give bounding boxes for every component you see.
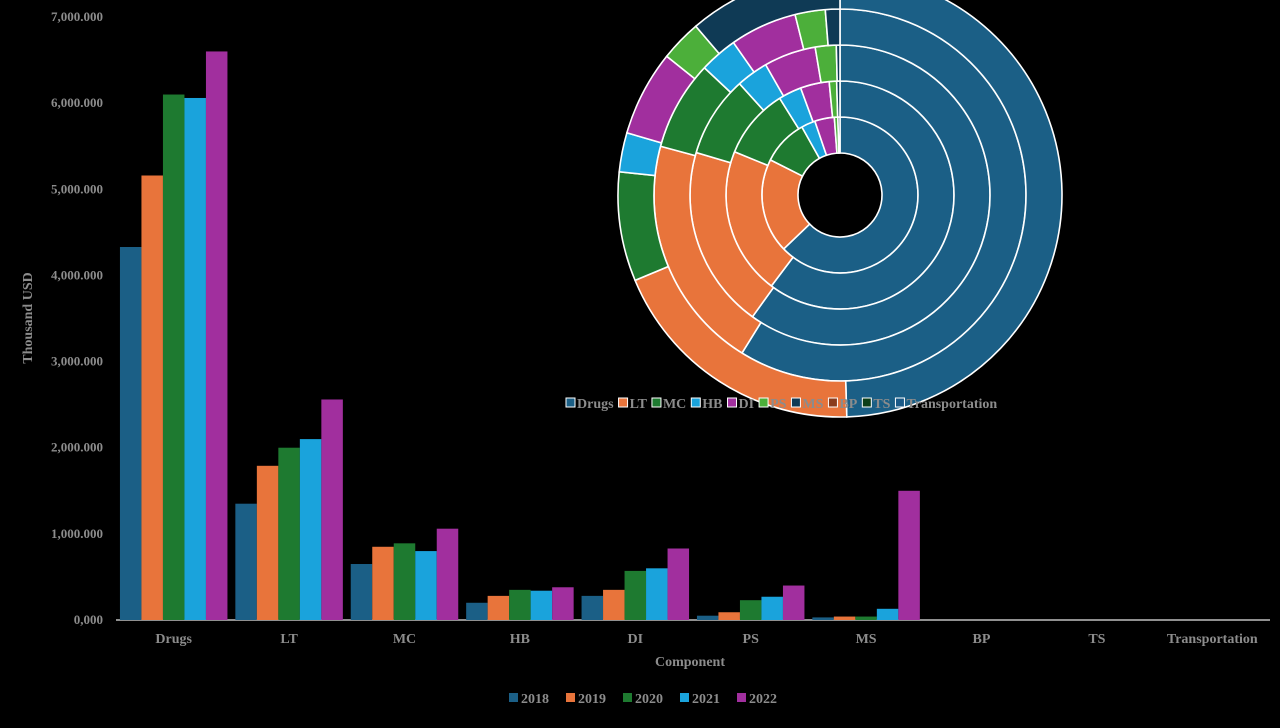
ring-2019-MS xyxy=(835,80,841,118)
legend-label-Transportation: Transportation xyxy=(906,397,997,412)
bar-legend: 2018 2019 2020 2021 2022 xyxy=(509,692,777,707)
bar-PS-2019 xyxy=(718,612,740,620)
bar-HB-2020 xyxy=(509,589,531,620)
x-tick-label: BP xyxy=(973,632,991,647)
bar-HB-2022 xyxy=(552,587,574,620)
bar-chart: 0,000 1,000.000 2,000.000 3,000.000 4,000.00… xyxy=(21,9,1270,707)
ring-2018-MS xyxy=(837,116,841,154)
legend-swatch-TS xyxy=(861,397,872,408)
x-tick-label: MC xyxy=(393,632,416,647)
legend-label-Drugs: Drugs xyxy=(577,397,614,412)
bar-MC-2018 xyxy=(350,564,373,620)
bar-PS-2021 xyxy=(761,596,783,620)
y-tick-label: 6,000.000 xyxy=(51,95,103,110)
x-tick-label: MS xyxy=(856,632,877,647)
bar-Drugs-2022 xyxy=(205,51,228,620)
legend-label-BP: BP xyxy=(839,397,857,412)
legend-swatch-HB xyxy=(690,397,701,408)
x-tick-label: Transportation xyxy=(1167,632,1258,647)
ring-2022-MS xyxy=(694,0,841,55)
legend-label-LT: LT xyxy=(630,397,648,412)
bar-HB-2018 xyxy=(466,602,488,620)
doughnut-legend: Drugs LT MC HB DI PS MS BP TS Transportation xyxy=(565,397,997,412)
bar-LT-2019 xyxy=(256,465,279,620)
bar-MS-2020 xyxy=(855,616,877,620)
x-tick-label: TS xyxy=(1088,632,1105,647)
bar-DI-2018 xyxy=(581,595,604,620)
legend-swatch-2020 xyxy=(623,693,632,702)
legend-swatch-2019 xyxy=(566,693,575,702)
bar-Drugs-2020 xyxy=(162,94,185,621)
ring-2020-MS xyxy=(835,44,841,82)
bar-LT-2021 xyxy=(299,439,322,620)
ring-2022-Drugs xyxy=(839,0,1063,418)
y-tick-label: 1,000.000 xyxy=(51,526,103,541)
y-tick-label: 5,000.000 xyxy=(51,181,103,196)
y-tick-label: 3,000.000 xyxy=(51,354,103,369)
x-tick-labels: Drugs LT MC HB DI PS MS BP TS Transportation xyxy=(155,632,1257,647)
x-tick-label: DI xyxy=(628,632,644,647)
legend-swatch-2018 xyxy=(509,693,518,702)
legend-label-2018: 2018 xyxy=(521,692,549,707)
legend-label-2020: 2020 xyxy=(635,692,663,707)
y-tick-labels: 0,000 1,000.000 2,000.000 3,000.000 4,000.00… xyxy=(51,9,103,627)
legend-label-DI: DI xyxy=(739,397,755,412)
y-tick-label: 7,000.000 xyxy=(51,9,103,24)
bar-DI-2020 xyxy=(624,570,647,620)
legend-label-2019: 2019 xyxy=(578,692,606,707)
x-axis-label: Component xyxy=(655,655,725,670)
bar-DI-2021 xyxy=(646,568,668,620)
bar-MS-2022 xyxy=(898,490,920,620)
bar-DI-2022 xyxy=(667,548,690,620)
bar-MS-2018 xyxy=(812,617,834,620)
legend-swatch-PS xyxy=(758,397,769,408)
bar-PS-2022 xyxy=(782,585,805,620)
bar-LT-2018 xyxy=(235,503,257,620)
legend-label-2022: 2022 xyxy=(749,692,777,707)
legend-label-2021: 2021 xyxy=(692,692,720,707)
bar-MS-2021 xyxy=(876,608,899,620)
legend-swatch-MC xyxy=(651,397,662,408)
legend-label-MS: MS xyxy=(802,397,823,412)
y-tick-label: 4,000.000 xyxy=(51,267,103,282)
legend-swatch-2021 xyxy=(680,693,689,702)
bar-Drugs-2018 xyxy=(119,247,142,620)
legend-swatch-DI xyxy=(727,397,738,408)
legend-label-PS: PS xyxy=(770,397,787,412)
bar-PS-2018 xyxy=(696,615,719,620)
bar-PS-2020 xyxy=(739,600,762,620)
bar-MC-2021 xyxy=(415,551,437,620)
x-tick-label: Drugs xyxy=(155,632,192,647)
bar-LT-2022 xyxy=(321,399,343,620)
ring-2021-MS xyxy=(824,8,841,47)
legend-label-TS: TS xyxy=(873,397,890,412)
bar-Drugs-2021 xyxy=(184,97,206,620)
bar-MC-2022 xyxy=(436,528,459,620)
y-tick-label: 2,000.000 xyxy=(51,440,103,455)
legend-swatch-Drugs xyxy=(565,397,576,408)
legend-swatch-Transportation xyxy=(894,397,905,408)
bars xyxy=(119,51,920,621)
legend-label-MC: MC xyxy=(663,397,686,412)
legend-label-HB: HB xyxy=(702,397,722,412)
x-tick-label: PS xyxy=(743,632,760,647)
bar-HB-2019 xyxy=(487,595,510,620)
bar-LT-2020 xyxy=(278,447,300,620)
bar-HB-2021 xyxy=(530,590,553,620)
bar-MC-2020 xyxy=(393,543,416,620)
bar-DI-2019 xyxy=(603,589,625,620)
legend-swatch-2022 xyxy=(737,693,746,702)
x-tick-label: HB xyxy=(510,632,530,647)
bar-MC-2019 xyxy=(372,546,394,620)
legend-swatch-MS xyxy=(790,397,801,408)
legend-swatch-BP xyxy=(827,397,838,408)
doughnut-chart xyxy=(617,0,1063,418)
bar-Drugs-2019 xyxy=(141,175,163,620)
legend-swatch-LT xyxy=(618,397,629,408)
x-tick-label: LT xyxy=(280,632,298,647)
y-tick-label: 0,000 xyxy=(74,612,103,627)
bar-MS-2019 xyxy=(833,616,856,620)
y-axis-label: Thousand USD xyxy=(21,272,36,363)
